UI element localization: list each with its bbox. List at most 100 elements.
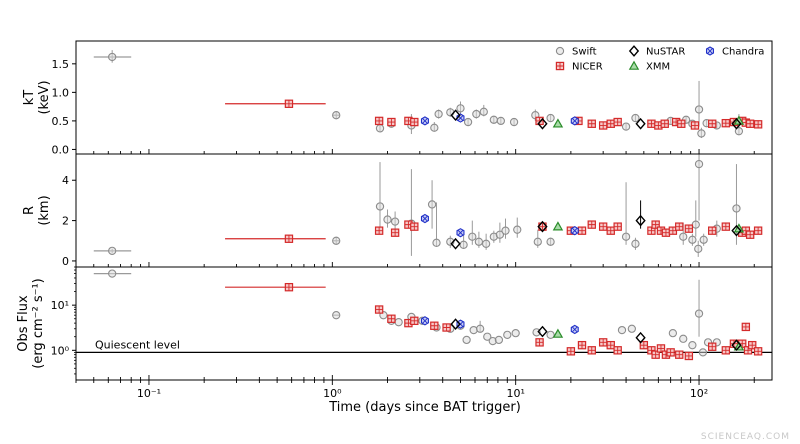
swift-point-1	[332, 236, 341, 245]
nicer-point-7	[535, 338, 544, 347]
x-axis-label: Time (days since BAT trigger)	[328, 400, 521, 415]
series-nicer-flux	[225, 282, 763, 361]
panel-flux: Quiescent level 10⁰ 10¹ Obs Flux(erg cm⁻² s…	[16, 266, 773, 381]
nustar-point-0	[450, 318, 461, 330]
swift-point-19	[621, 232, 631, 241]
nicer-point-19	[666, 348, 675, 357]
swift-point-9	[463, 117, 473, 127]
y-tick-label: 4	[62, 174, 69, 187]
swift-point-20	[617, 325, 627, 335]
swift-point-1	[332, 111, 341, 120]
nicer-point-0	[284, 234, 294, 243]
swift-point-0	[108, 52, 117, 62]
nicer-point-8	[566, 347, 576, 356]
y-tick-label: 0	[62, 255, 69, 268]
nicer-point-9	[577, 340, 587, 350]
nustar-point-3	[731, 339, 742, 352]
y-tick-label: 10⁰	[51, 344, 70, 357]
swift-point-23	[679, 334, 688, 343]
nicer-point-1	[374, 226, 384, 235]
plot-area-kT	[93, 50, 763, 139]
plot-area-flux	[76, 269, 772, 361]
x-tick-label: 10¹	[506, 387, 524, 400]
swift-point-21	[627, 324, 636, 333]
swift-point-20	[631, 239, 640, 248]
chandra-point-0	[420, 213, 429, 224]
nicer-point-8	[598, 121, 608, 130]
chandra-point-2	[570, 324, 579, 335]
nicer-point-15	[647, 346, 656, 355]
nicer-point-4	[410, 222, 419, 231]
nicer-point-16	[690, 121, 700, 130]
watermark: SCIENCEAQ.COM	[701, 432, 790, 442]
legend-marker-nicer	[555, 61, 565, 71]
series-nustar-flux	[450, 318, 742, 352]
frame-kT	[75, 40, 773, 155]
swift-point-14	[495, 230, 505, 239]
chandra-point-0	[420, 316, 429, 326]
y-tick-label: 0.0	[52, 143, 70, 156]
swift-point-12	[475, 324, 485, 333]
legend-label: NuSTAR	[646, 47, 685, 58]
quiescent-level-label: Quiescent level	[95, 338, 180, 351]
swift-point-25	[694, 159, 704, 169]
legend-label: Chandra	[722, 47, 764, 58]
swift-point-10	[462, 335, 471, 345]
nicer-point-2	[387, 314, 396, 323]
swift-point-25	[694, 309, 704, 318]
nicer-point-4	[410, 316, 419, 326]
swift-point-23	[691, 220, 700, 229]
swift-point-17	[621, 122, 631, 131]
series-nustar-R	[450, 200, 742, 250]
swift-point-16	[503, 330, 512, 339]
series-nicer-R	[225, 220, 763, 243]
swift-point-24	[688, 341, 697, 350]
nicer-point-12	[647, 226, 656, 235]
nustar-point-2	[635, 331, 646, 344]
nicer-point-8	[587, 220, 596, 229]
swift-point-15	[494, 335, 504, 345]
nicer-point-15	[661, 228, 671, 237]
nicer-point-10	[587, 346, 596, 355]
nicer-point-23	[721, 346, 731, 355]
nicer-point-29	[753, 347, 763, 356]
y-tick-label: 1.0	[52, 86, 70, 99]
swift-point-18	[546, 237, 555, 246]
y-tick-label: 2	[62, 215, 69, 228]
swift-point-2	[375, 202, 385, 211]
swift-point-14	[509, 117, 519, 127]
nicer-point-7	[587, 119, 596, 128]
swift-point-28	[732, 204, 741, 213]
nustar-point-1	[537, 220, 548, 233]
x-tick-label: 10⁻¹	[137, 387, 161, 400]
nicer-point-26	[741, 322, 751, 332]
y-axis-label-flux: Obs Flux(erg cm⁻² s⁻¹)	[16, 278, 46, 369]
chandra-point-2	[570, 226, 579, 236]
swift-point-13	[483, 332, 492, 341]
swift-point-26	[734, 127, 744, 136]
legend-label: XMM	[646, 62, 670, 73]
nicer-point-21	[684, 351, 694, 361]
nustar-point-3	[731, 224, 742, 237]
swift-point-24	[694, 244, 703, 253]
legend-entry-swift: Swift	[555, 47, 597, 58]
nicer-point-2	[387, 117, 396, 127]
y-axis-label-kT: kT(keV)	[22, 80, 52, 114]
nicer-point-0	[284, 99, 294, 108]
swift-point-22	[668, 328, 678, 338]
nustar-point-0	[450, 237, 461, 250]
nicer-point-19	[708, 226, 717, 235]
nicer-point-13	[651, 220, 660, 229]
swift-point-18	[631, 113, 640, 123]
nicer-point-9	[606, 119, 615, 128]
y-tick-label: 0.5	[52, 115, 70, 128]
xmm-point-0	[552, 118, 564, 128]
nustar-point-3	[731, 117, 742, 130]
swift-point-8	[456, 104, 465, 113]
x-ticks-kT	[75, 149, 755, 154]
swift-point-11	[479, 107, 488, 116]
swift-point-12	[489, 115, 498, 124]
legend-marker-chandra	[705, 46, 715, 56]
y-ticks-flux: 10⁰ 10¹	[51, 266, 76, 375]
x-ticks-R	[75, 262, 755, 267]
